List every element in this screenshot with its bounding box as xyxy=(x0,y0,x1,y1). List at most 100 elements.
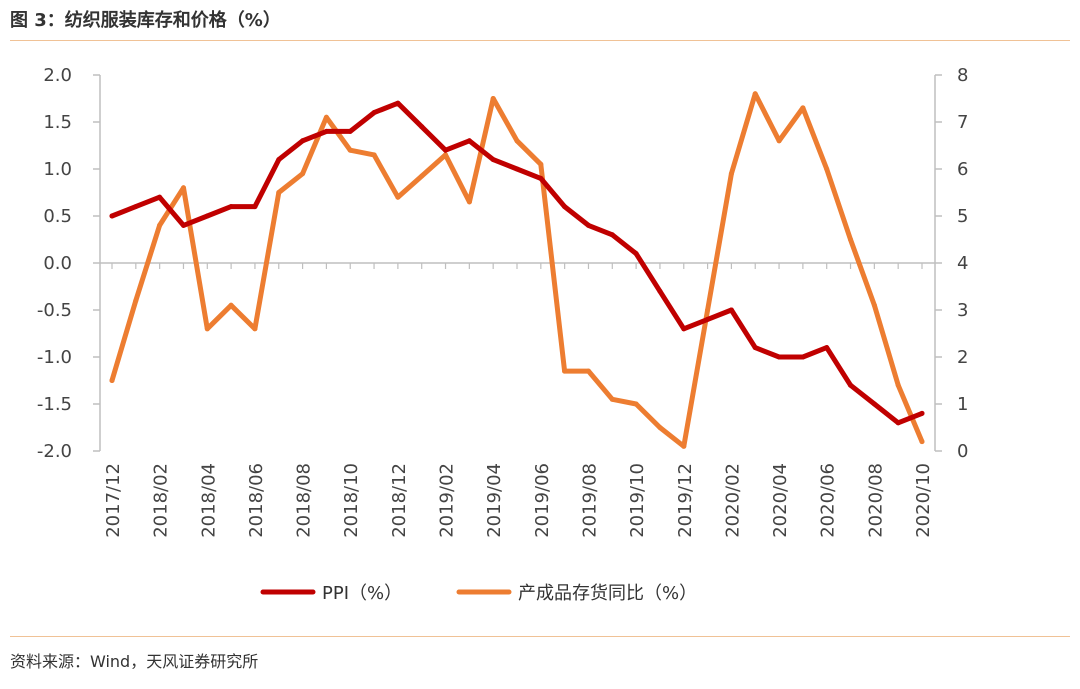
x-tick-label: 2019/02 xyxy=(437,463,458,538)
inventory-yoy-point xyxy=(919,439,925,445)
x-tick-label: 2018/02 xyxy=(151,463,172,538)
ppi-point xyxy=(848,382,853,388)
inventory-yoy-point xyxy=(895,382,901,388)
ppi-point xyxy=(276,157,282,163)
inventory-yoy-point xyxy=(657,425,663,430)
left-tick-label: 0.0 xyxy=(43,253,72,274)
inventory-yoy-point xyxy=(800,105,806,111)
chart: 2.0 1.5 1.0 0.5 0.0 -0.5 -1.0 -1.5 -2.0 8 7 6 5 4 3 2 1… xyxy=(37,65,969,604)
ppi-point xyxy=(871,401,877,407)
x-tick-label: 2019/08 xyxy=(579,463,600,538)
ppi-point xyxy=(347,128,353,134)
inventory-yoy-point xyxy=(562,368,568,374)
inventory-yoy-point xyxy=(276,190,282,195)
inventory-yoy-point xyxy=(633,401,639,407)
inventory-yoy-point xyxy=(728,171,734,177)
inventory-yoy-point xyxy=(776,138,782,144)
ppi-point xyxy=(133,204,139,210)
ppi-point xyxy=(443,147,448,153)
x-tick-label: 2018/10 xyxy=(341,463,362,538)
ppi-point xyxy=(181,222,186,228)
ppi-point xyxy=(728,307,734,313)
header-divider xyxy=(10,40,1070,41)
ppi-point xyxy=(419,124,425,130)
x-tick-label: 2020/02 xyxy=(722,463,743,538)
x-tick-label: 2020/10 xyxy=(913,463,934,538)
ppi-point xyxy=(490,157,496,163)
figure-title: 图 3：纺织服装库存和价格（%） xyxy=(10,10,281,31)
inventory-yoy-point xyxy=(824,166,830,172)
right-tick-label: 2 xyxy=(957,347,968,368)
inventory-yoy-point xyxy=(586,368,591,374)
ppi-point xyxy=(681,326,687,332)
ppi-point xyxy=(705,316,711,322)
x-tick-label: 2020/08 xyxy=(865,463,886,538)
x-tick-label: 2017/12 xyxy=(103,463,124,538)
x-tick-label: 2020/06 xyxy=(818,463,839,538)
inventory-yoy-point xyxy=(514,138,520,144)
inventory-yoy-point xyxy=(490,96,496,101)
x-tick-label: 2018/04 xyxy=(198,463,219,538)
left-tick-label: -2.0 xyxy=(37,441,72,462)
inventory-yoy-point xyxy=(204,326,210,332)
right-tick-label: 7 xyxy=(957,112,968,133)
ppi-point xyxy=(538,175,544,181)
right-tick-label: 8 xyxy=(957,65,968,86)
right-tick-label: 1 xyxy=(957,394,968,415)
left-tick-label: 0.5 xyxy=(43,206,72,227)
inventory-yoy-point xyxy=(252,326,258,332)
chart-lines xyxy=(109,91,925,449)
inventory-yoy-point xyxy=(323,114,329,120)
inventory-yoy-point xyxy=(371,152,377,158)
inventory-yoy-point xyxy=(157,222,163,228)
inventory-yoy-point xyxy=(395,194,401,200)
legend-label-inventory-yoy: 产成品存货同比（%） xyxy=(518,583,697,604)
ppi-point xyxy=(609,232,615,238)
inventory-yoy-point xyxy=(848,237,853,242)
inventory-yoy-point xyxy=(681,443,687,449)
inventory-yoy-point xyxy=(466,199,472,205)
source-note: 资料来源：Wind，天风证券研究所 xyxy=(10,652,259,671)
inventory-yoy-point xyxy=(419,173,425,179)
x-tick-label: 2018/08 xyxy=(294,463,315,538)
ppi-point xyxy=(323,128,329,134)
ppi-point xyxy=(657,288,663,294)
footer-divider xyxy=(10,636,1070,637)
inventory-yoy-point xyxy=(300,171,306,177)
x-tick-label: 2018/06 xyxy=(246,463,267,538)
right-tick-label: 0 xyxy=(957,441,968,462)
inventory-yoy-point xyxy=(133,298,139,304)
ppi-point xyxy=(633,251,639,257)
ppi-point xyxy=(776,354,782,360)
x-tick-label: 2019/06 xyxy=(532,463,553,538)
x-tick-label: 2019/10 xyxy=(627,463,648,538)
ppi-point xyxy=(395,100,401,106)
inventory-yoy-point xyxy=(443,152,448,158)
left-tick-label: 1.5 xyxy=(43,112,72,133)
ppi-point xyxy=(919,410,925,416)
left-tick-label: 2.0 xyxy=(43,65,72,86)
inventory-yoy-point xyxy=(228,302,234,308)
inventory-yoy-point xyxy=(347,147,353,153)
legend-label-ppi: PPI（%） xyxy=(322,583,402,604)
inventory-yoy-point xyxy=(871,302,877,308)
x-tick-label: 2018/12 xyxy=(389,463,410,538)
right-y-axis: 8 7 6 5 4 3 2 1 0 xyxy=(935,65,968,462)
right-tick-label: 5 xyxy=(957,206,968,227)
x-tick-label: 2020/04 xyxy=(770,463,791,538)
ppi-point xyxy=(562,204,568,210)
inventory-yoy-point xyxy=(181,185,186,191)
ppi-point xyxy=(228,204,234,210)
ppi-point xyxy=(895,420,901,426)
inventory-yoy-point xyxy=(705,307,711,313)
inventory-yoy-point xyxy=(538,161,544,167)
ppi-point xyxy=(824,345,830,351)
x-tick-label: 2019/04 xyxy=(484,463,505,538)
ppi-point xyxy=(752,345,758,351)
ppi-point xyxy=(204,213,210,219)
ppi-point xyxy=(371,110,377,116)
x-tick-label: 2019/12 xyxy=(675,463,696,538)
left-y-axis: 2.0 1.5 1.0 0.5 0.0 -0.5 -1.0 -1.5 -2.0 xyxy=(37,65,100,462)
right-tick-label: 3 xyxy=(957,300,968,321)
left-tick-label: -1.5 xyxy=(37,394,72,415)
